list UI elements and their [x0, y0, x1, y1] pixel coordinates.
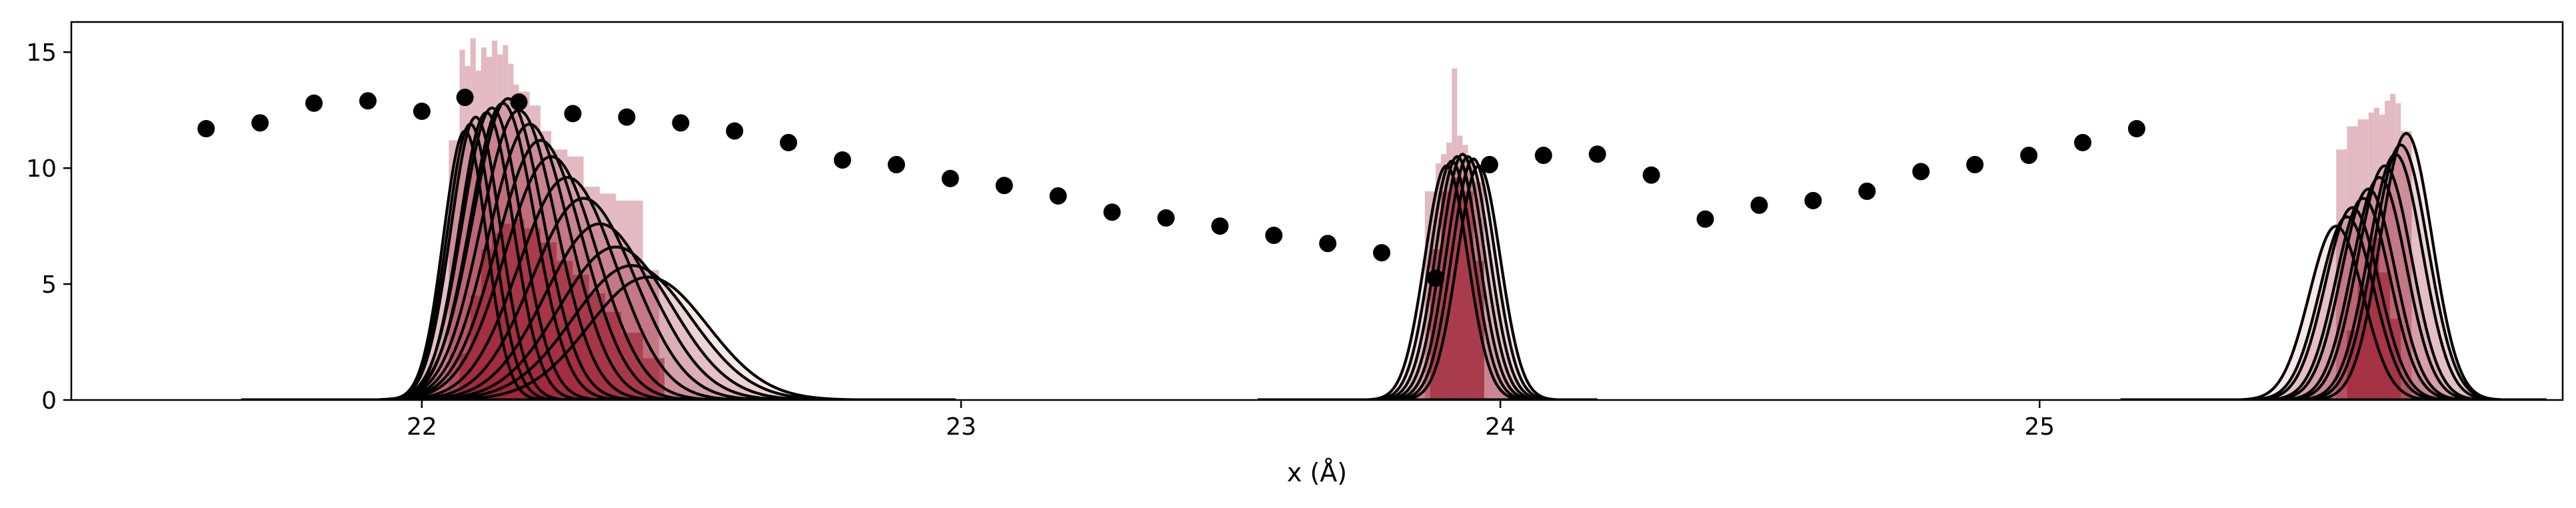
scatter-point-22	[1373, 244, 1391, 262]
y-tick-label-0: 0	[41, 387, 57, 415]
scatter-point-35	[2073, 133, 2091, 151]
scatter-point-0	[197, 120, 215, 138]
scatter-point-4	[413, 102, 431, 120]
histogram-bar-light-2-8	[2395, 103, 2401, 400]
scatter-point-15	[995, 177, 1013, 195]
curve-fill-0-4	[343, 107, 641, 400]
scatter-point-28	[1696, 210, 1714, 228]
y-tick-label-3: 15	[26, 39, 57, 67]
scatter-point-16	[1049, 187, 1067, 205]
curve-fill-0-3	[351, 112, 622, 400]
histogram-bar-light-2-7	[2390, 93, 2396, 400]
curve-fill-2-6	[2249, 165, 2520, 400]
scatter-point-30	[1804, 191, 1822, 209]
scatter-point-31	[1858, 182, 1876, 200]
scatter-point-24	[1480, 155, 1498, 173]
histogram-bar-light-2-6	[2385, 101, 2391, 400]
curve-fill-0-1	[354, 124, 587, 400]
scatter-point-25	[1534, 147, 1552, 165]
scatter-point-2	[305, 94, 323, 112]
scatter-point-3	[359, 92, 377, 110]
scatter-point-17	[1103, 203, 1121, 221]
scatter-point-34	[2020, 147, 2037, 165]
x-tick-label-2: 24	[1485, 413, 1516, 441]
curve-fill-0-10	[322, 156, 780, 400]
x-tick-label-3: 25	[2024, 413, 2055, 441]
curve-fill-0-16	[351, 277, 945, 400]
histogram-bar-light-0-7	[492, 40, 498, 400]
curve-fill-0-2	[351, 117, 600, 400]
scatter-point-13	[887, 155, 905, 173]
curve-fill-0-15	[335, 265, 929, 400]
y-tick-label-1: 5	[41, 271, 57, 299]
x-tick-label-0: 22	[407, 413, 437, 441]
scatter-point-18	[1157, 209, 1175, 227]
curve-fill-1-1	[1344, 161, 1560, 400]
scatter-point-20	[1265, 227, 1283, 245]
curve-fill-2-0	[2201, 226, 2471, 400]
curve-fill-1-3	[1354, 154, 1571, 400]
y-tick-label-2: 10	[26, 155, 57, 183]
scatter-point-14	[941, 169, 959, 187]
scatter-point-27	[1642, 166, 1660, 184]
scatter-point-33	[1966, 155, 1984, 173]
plot-area	[197, 38, 2547, 400]
curve-fill-2-2	[2217, 207, 2487, 400]
scatter-point-5	[456, 89, 474, 107]
scatter-point-21	[1319, 235, 1337, 253]
x-tick-label-1: 23	[946, 413, 976, 441]
histogram-bar-light-0-9	[503, 45, 509, 400]
scatter-point-10	[726, 122, 744, 140]
scatter-point-32	[1912, 163, 1930, 181]
scatter-point-36	[2127, 120, 2145, 138]
scatter-point-7	[564, 105, 582, 123]
histogram-bar-light-2-5	[2379, 115, 2385, 400]
curve-fill-0-14	[333, 247, 899, 400]
curve-fill-2-8	[2266, 145, 2536, 400]
scatter-point-26	[1588, 145, 1606, 163]
curve-fill-1-5	[1365, 159, 1582, 400]
x-axis-label: x (Å)	[1287, 458, 1347, 487]
curve-fill-1-4	[1360, 156, 1576, 400]
curve-fill-0-9	[325, 140, 756, 400]
plot-frame	[70, 21, 2564, 401]
scatter-point-23	[1427, 269, 1444, 287]
scatter-layer	[197, 89, 2145, 287]
curve-fill-0-12	[327, 198, 840, 400]
curve-fill-2-4	[2233, 189, 2503, 400]
curve-fill-1-2	[1349, 156, 1566, 400]
scatter-point-19	[1211, 217, 1229, 235]
scatter-point-1	[251, 114, 269, 132]
axis-ticks: 22 23 24 25 0 5 10 15	[26, 39, 2055, 441]
scatter-point-6	[510, 93, 528, 111]
curve-fill-0-11	[325, 177, 810, 400]
histogram-bar-dark-2-0	[2347, 330, 2358, 400]
scatter-point-8	[618, 108, 636, 126]
scatter-point-9	[672, 114, 690, 132]
scatter-point-29	[1750, 196, 1768, 214]
scatter-point-11	[780, 133, 798, 151]
scatter-point-12	[834, 151, 851, 169]
curve-fill-0-6	[333, 98, 684, 400]
